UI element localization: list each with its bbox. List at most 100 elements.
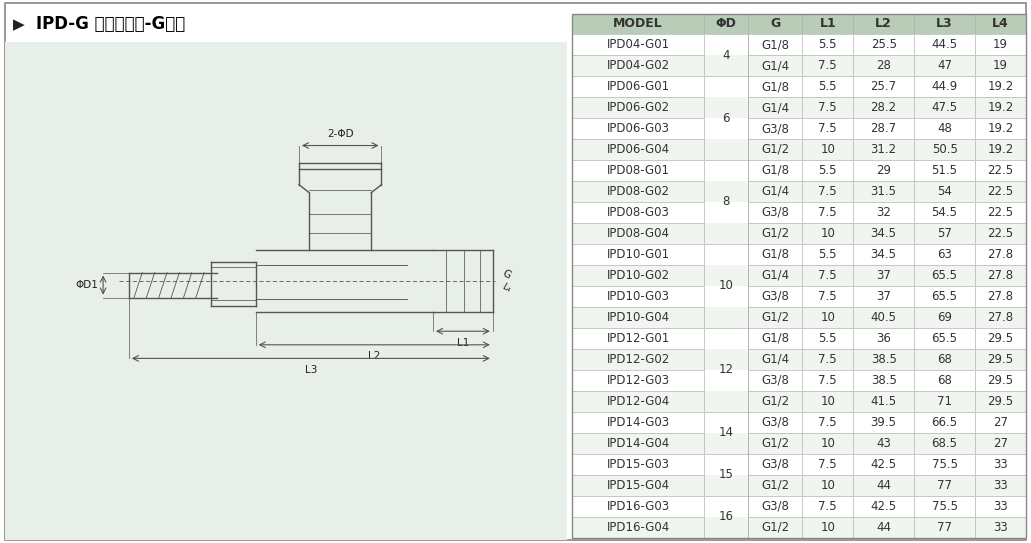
Bar xyxy=(572,433,704,453)
Bar xyxy=(975,475,1026,496)
Text: 8: 8 xyxy=(723,195,730,209)
Text: 27: 27 xyxy=(993,416,1008,428)
Text: 25.7: 25.7 xyxy=(870,80,897,93)
Bar xyxy=(572,223,704,244)
Text: 65.5: 65.5 xyxy=(932,332,958,345)
Bar xyxy=(975,139,1026,160)
Bar xyxy=(975,160,1026,181)
Bar xyxy=(572,244,704,265)
Text: 10: 10 xyxy=(821,143,835,156)
Bar xyxy=(572,453,704,475)
Text: 5.5: 5.5 xyxy=(819,80,837,93)
Text: 51.5: 51.5 xyxy=(932,164,958,177)
Bar xyxy=(914,516,975,538)
Bar xyxy=(802,55,854,76)
Text: 6: 6 xyxy=(723,111,730,124)
Bar xyxy=(749,496,802,516)
Text: 2-ΦD: 2-ΦD xyxy=(327,129,354,139)
Text: IPD04-G01: IPD04-G01 xyxy=(606,38,670,51)
Bar xyxy=(802,286,854,307)
Text: 7.5: 7.5 xyxy=(819,206,837,219)
Text: 31.5: 31.5 xyxy=(870,185,897,198)
Text: 42.5: 42.5 xyxy=(870,458,897,471)
Bar xyxy=(749,412,802,433)
Text: G3/8: G3/8 xyxy=(761,122,790,135)
Text: 29: 29 xyxy=(876,164,891,177)
Text: G1/8: G1/8 xyxy=(761,164,790,177)
Bar xyxy=(975,516,1026,538)
Bar xyxy=(854,139,914,160)
Bar xyxy=(975,118,1026,139)
Bar xyxy=(572,118,704,139)
Bar xyxy=(802,118,854,139)
Text: 7.5: 7.5 xyxy=(819,500,837,513)
Bar xyxy=(802,244,854,265)
Text: IPD10-G03: IPD10-G03 xyxy=(606,290,670,303)
Bar xyxy=(749,307,802,328)
Bar xyxy=(749,14,802,34)
Bar xyxy=(704,34,749,55)
Text: G: G xyxy=(770,17,780,30)
Text: IPD16-G03: IPD16-G03 xyxy=(606,500,670,513)
Text: 68: 68 xyxy=(937,374,952,387)
Text: IPD10-G02: IPD10-G02 xyxy=(606,269,670,282)
Bar xyxy=(854,244,914,265)
Bar xyxy=(854,496,914,516)
Text: L₄: L₄ xyxy=(500,282,512,294)
Bar xyxy=(704,76,749,160)
Bar xyxy=(704,160,749,181)
Bar xyxy=(704,14,749,34)
Bar xyxy=(704,370,749,391)
Text: IPD06-G04: IPD06-G04 xyxy=(606,143,670,156)
Bar xyxy=(914,181,975,202)
Bar xyxy=(572,76,704,97)
Bar xyxy=(802,453,854,475)
Text: 37: 37 xyxy=(876,269,891,282)
Text: IPD14-G03: IPD14-G03 xyxy=(606,416,670,428)
Text: 75.5: 75.5 xyxy=(932,500,958,513)
Text: 22.5: 22.5 xyxy=(988,206,1013,219)
Bar xyxy=(914,265,975,286)
Text: G1/2: G1/2 xyxy=(761,395,790,408)
Text: 5.5: 5.5 xyxy=(819,332,837,345)
Bar xyxy=(704,55,749,76)
Bar xyxy=(975,223,1026,244)
Text: IPD10-G04: IPD10-G04 xyxy=(606,311,670,324)
Text: G1/2: G1/2 xyxy=(761,437,790,450)
Text: 14: 14 xyxy=(719,426,734,439)
Text: 19.2: 19.2 xyxy=(988,101,1013,114)
Bar xyxy=(802,433,854,453)
Text: 4: 4 xyxy=(723,49,730,61)
Text: 33: 33 xyxy=(993,478,1008,491)
Bar xyxy=(572,97,704,118)
Bar xyxy=(802,496,854,516)
Text: G1/8: G1/8 xyxy=(761,38,790,51)
Text: 29.5: 29.5 xyxy=(988,353,1013,366)
Bar xyxy=(704,286,749,307)
Bar xyxy=(572,370,704,391)
Bar xyxy=(802,202,854,223)
Bar xyxy=(975,349,1026,370)
Bar xyxy=(914,475,975,496)
Bar xyxy=(914,307,975,328)
Text: G3/8: G3/8 xyxy=(761,206,790,219)
Text: 68.5: 68.5 xyxy=(932,437,958,450)
Bar xyxy=(572,349,704,370)
Bar xyxy=(749,118,802,139)
Text: 37: 37 xyxy=(876,290,891,303)
Bar xyxy=(854,412,914,433)
Bar xyxy=(975,349,1026,370)
Text: 22.5: 22.5 xyxy=(988,164,1013,177)
Bar xyxy=(802,496,854,516)
Text: 29.5: 29.5 xyxy=(988,395,1013,408)
Text: IPD06-G01: IPD06-G01 xyxy=(606,80,670,93)
Bar xyxy=(572,14,704,34)
Bar xyxy=(749,55,802,76)
Bar xyxy=(914,391,975,412)
Text: 33: 33 xyxy=(993,458,1008,471)
Bar xyxy=(749,475,802,496)
Bar xyxy=(914,223,975,244)
Bar xyxy=(749,97,802,118)
Bar xyxy=(802,349,854,370)
Text: G1/4: G1/4 xyxy=(761,101,790,114)
